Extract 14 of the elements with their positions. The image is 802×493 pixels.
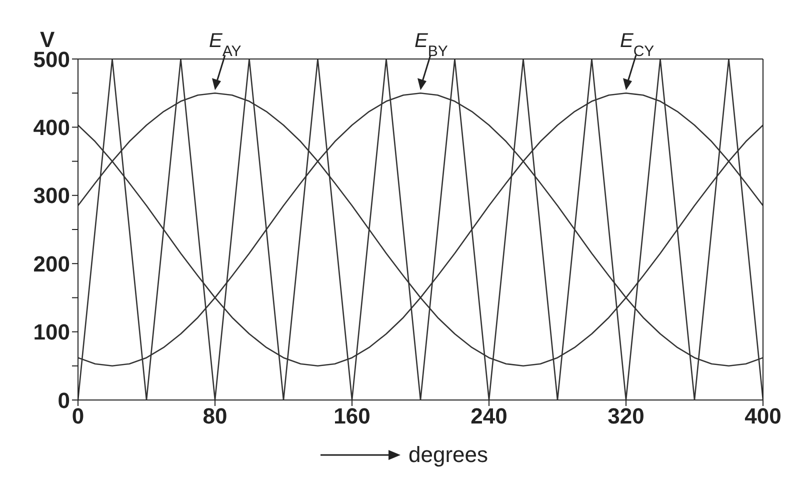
x-tick-label: 400 [744,404,782,429]
y-tick-label: 400 [33,115,70,140]
x-tick-label: 160 [334,404,370,429]
x-tick-label: 240 [470,404,508,429]
x-tick-label: 320 [608,404,644,429]
y-tick-label: 100 [33,320,70,345]
y-tick-label: 300 [33,183,70,208]
annotation: E$_{BY}$ [414,30,448,60]
annotation: E$_{AY}$ [209,30,242,60]
y-tick-label: 0 [58,388,70,413]
y-tick-label: 200 [33,251,70,276]
x-axis-title: degrees [408,442,488,467]
annotation: E$_{CY}$ [620,30,654,60]
x-tick-label: 80 [202,404,228,429]
